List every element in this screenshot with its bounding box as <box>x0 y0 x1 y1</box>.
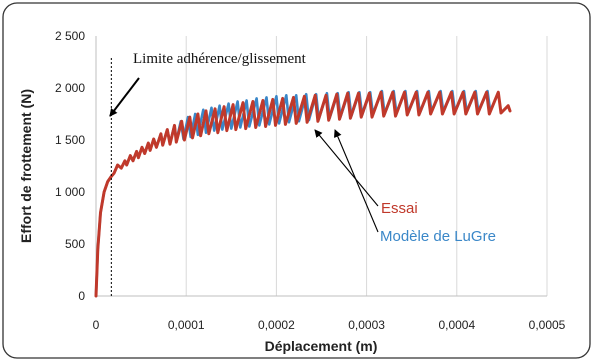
y-tick-label: 500 <box>65 237 85 251</box>
x-tick-label: 0,0001 <box>168 318 205 332</box>
lugre-arrow <box>334 129 379 233</box>
tick-labels: 0 0,0001 0,0002 0,0003 0,0004 0,0005 0 500 1 000… <box>55 29 566 332</box>
data-series <box>94 89 512 298</box>
y-axis-title: Effort de frottement (N) <box>18 89 34 243</box>
grid-lines <box>185 36 548 296</box>
y-tick-label: 1 500 <box>55 133 85 147</box>
x-tick-label: 0 <box>93 318 100 332</box>
x-tick-label: 0,0005 <box>529 318 566 332</box>
legend-lugre-label: Modèle de LuGre <box>380 228 496 245</box>
series-essai-line <box>94 90 512 298</box>
limit-arrow <box>109 77 140 117</box>
x-axis-title: Déplacement (m) <box>265 338 378 354</box>
x-tick-label: 0,0003 <box>348 318 385 332</box>
x-tick-label: 0,0002 <box>258 318 295 332</box>
annotations <box>109 58 379 296</box>
y-tick-label: 1 000 <box>55 185 85 199</box>
y-tick-label: 0 <box>78 289 85 303</box>
essai-arrow <box>314 129 379 207</box>
axes <box>95 36 547 297</box>
x-tick-label: 0,0004 <box>438 318 475 332</box>
y-tick-label: 2 500 <box>55 29 85 43</box>
y-tick-label: 2 000 <box>55 81 85 95</box>
legend-essai-label: Essai <box>381 200 418 217</box>
limit-annotation-label: Limite adhérence/glissement <box>133 51 307 67</box>
